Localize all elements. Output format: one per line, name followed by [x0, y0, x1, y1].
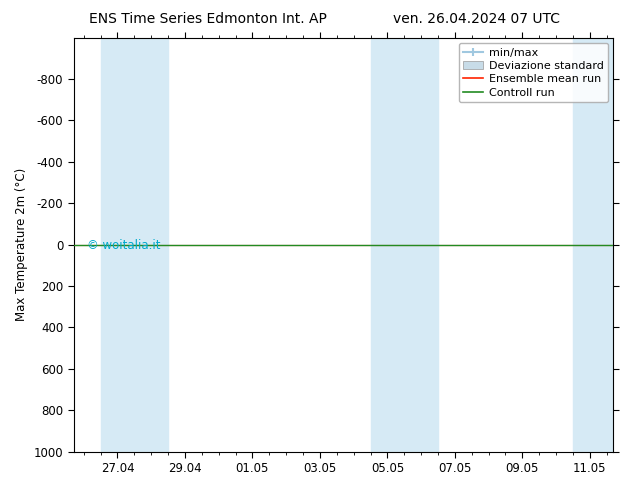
Text: ven. 26.04.2024 07 UTC: ven. 26.04.2024 07 UTC [393, 12, 560, 26]
Bar [573, 38, 614, 452]
Bar [404, 38, 438, 452]
Legend: min/max, Deviazione standard, Ensemble mean run, Controll run: min/max, Deviazione standard, Ensemble m… [458, 43, 608, 102]
Text: ENS Time Series Edmonton Int. AP: ENS Time Series Edmonton Int. AP [89, 12, 327, 26]
Y-axis label: Max Temperature 2m (°C): Max Temperature 2m (°C) [15, 168, 28, 321]
Text: © woitalia.it: © woitalia.it [87, 240, 160, 252]
Bar [370, 38, 404, 452]
Bar [101, 38, 168, 452]
